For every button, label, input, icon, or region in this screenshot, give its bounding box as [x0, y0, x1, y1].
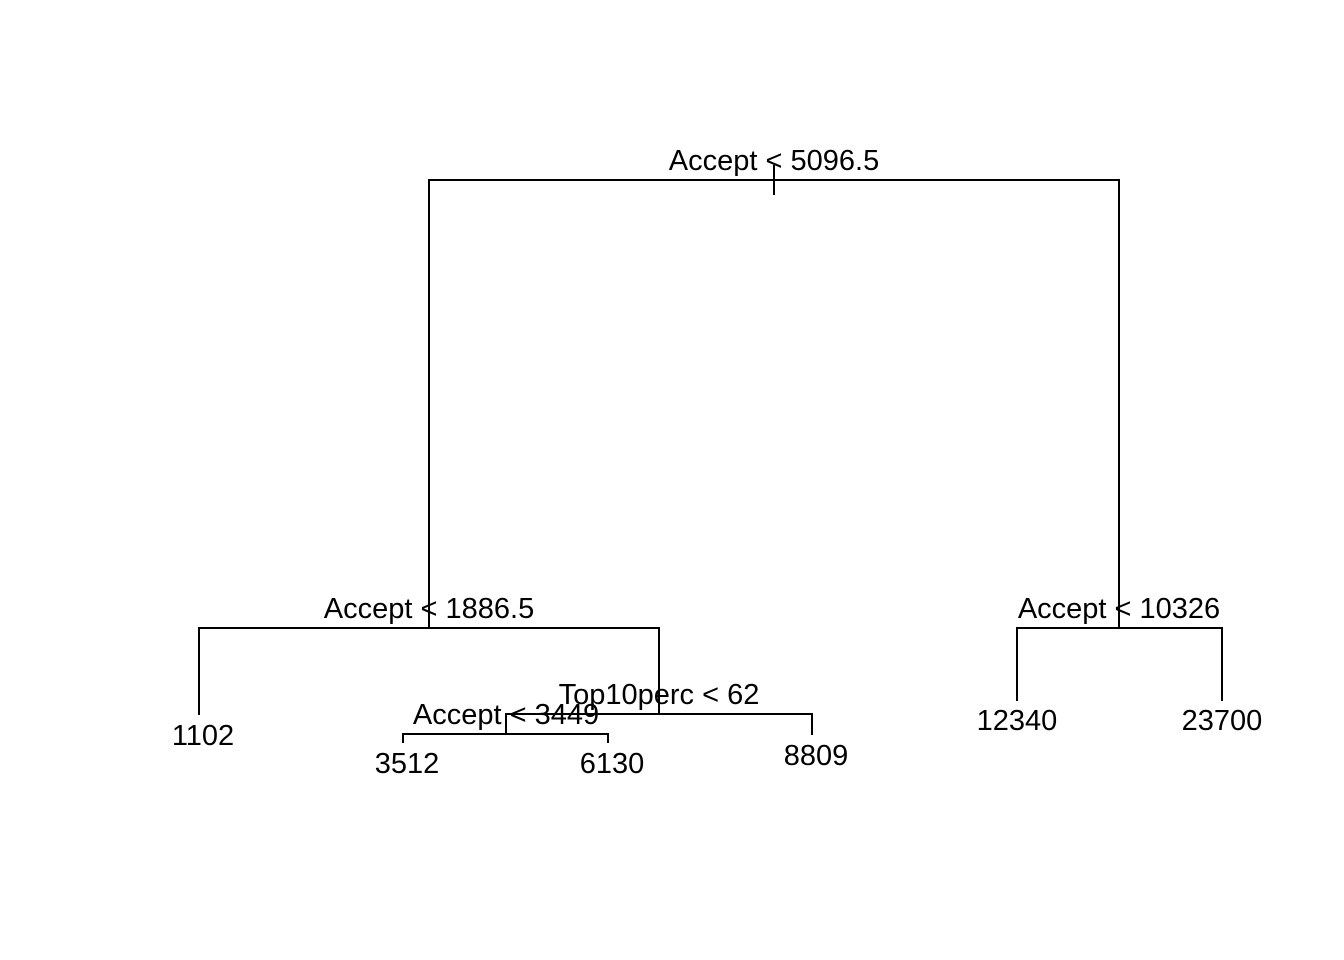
leaf-labels: 1102 3512 6130 8809 12340 23700 — [172, 705, 1263, 780]
leaf-label-6130: 6130 — [580, 748, 645, 780]
split-labels: Accept < 5096.5 Accept < 1886.5 Accept <… — [324, 145, 1220, 731]
leaf-label-1102: 1102 — [172, 720, 234, 752]
split-label-left: Accept < 1886.5 — [324, 593, 534, 625]
split-label-root: Accept < 5096.5 — [669, 145, 879, 177]
split-label-accept3449: Accept < 3449 — [413, 699, 599, 731]
leaf-label-3512: 3512 — [375, 748, 440, 780]
leaf-label-12340: 12340 — [977, 705, 1058, 737]
leaf-label-8809: 8809 — [784, 740, 849, 772]
leaf-label-23700: 23700 — [1182, 705, 1263, 737]
tree-branches — [198, 165, 1223, 743]
split-label-top10perc: Top10perc < 62 — [559, 679, 760, 711]
split-label-right: Accept < 10326 — [1018, 593, 1220, 625]
